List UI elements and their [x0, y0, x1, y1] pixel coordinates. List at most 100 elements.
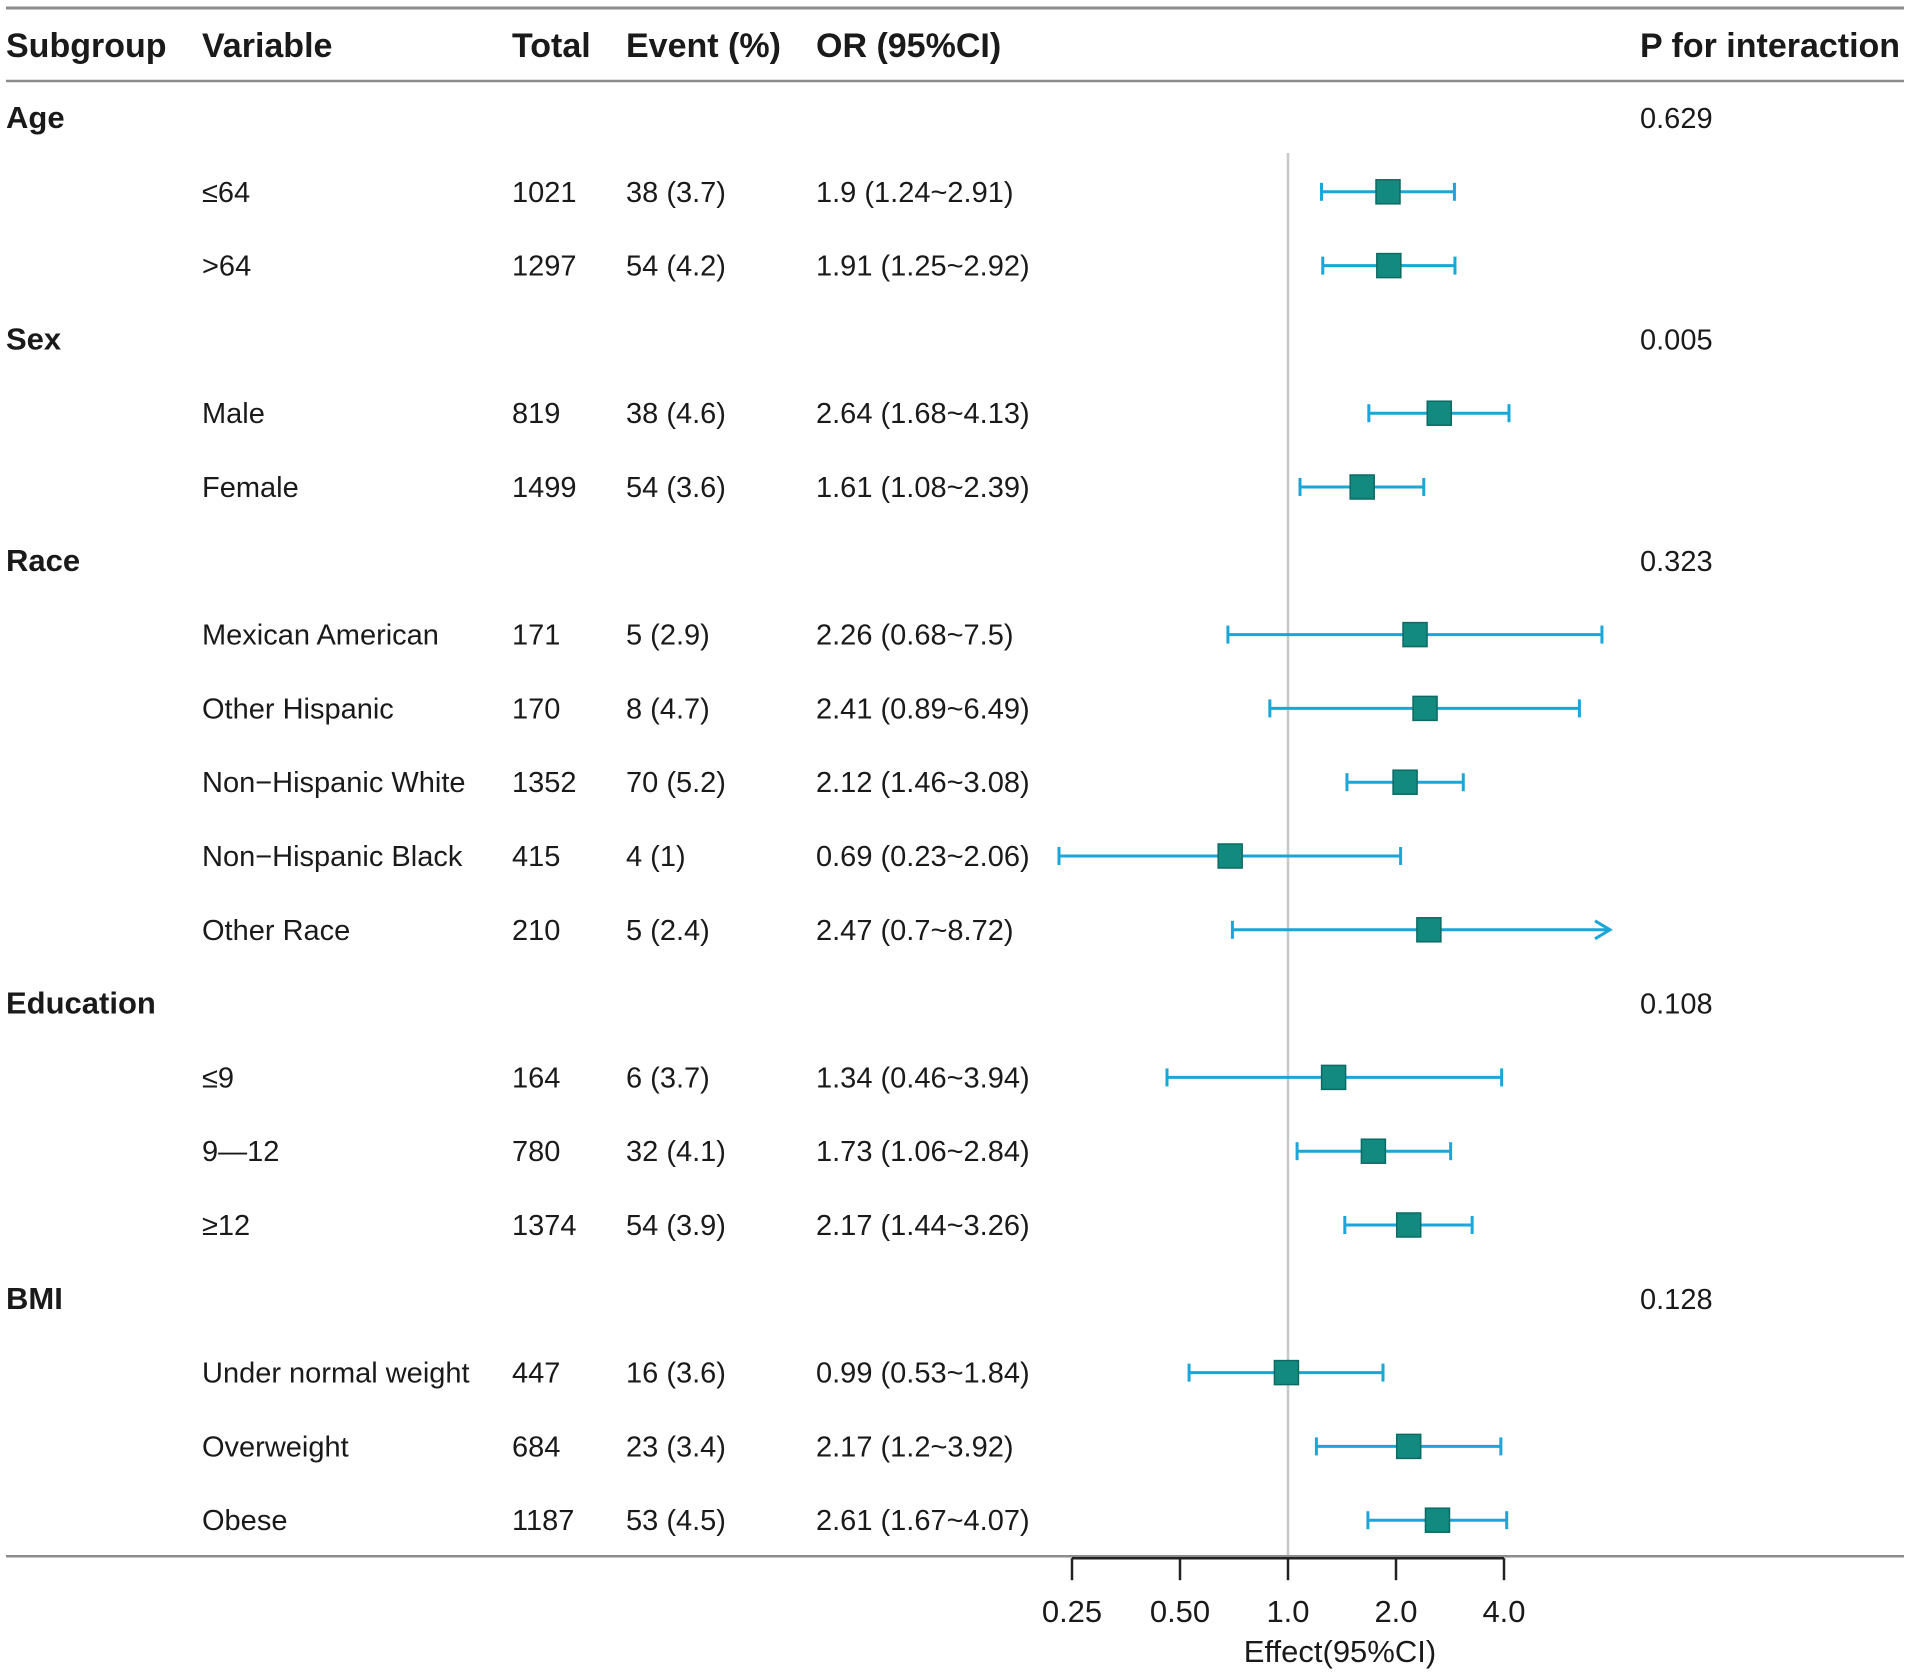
or-ci-value: 0.99 (0.53~1.84): [816, 1358, 1030, 1390]
event-value: 38 (4.6): [626, 398, 726, 430]
or-ci-value: 2.17 (1.44~3.26): [816, 1210, 1030, 1242]
point-estimate: [1416, 917, 1442, 943]
header-subgroup: Subgroup: [6, 27, 167, 65]
header-p-interaction: P for interaction: [1640, 27, 1900, 65]
point-estimate: [1424, 1507, 1451, 1533]
event-value: 16 (3.6): [626, 1358, 726, 1390]
header-or: OR (95%CI): [816, 27, 1001, 65]
group-label: Race: [6, 543, 80, 578]
event-value: 54 (3.6): [626, 472, 726, 504]
total-value: 780: [512, 1136, 560, 1168]
point-estimate: [1412, 695, 1438, 722]
total-value: 415: [512, 841, 560, 873]
or-ci-value: 1.91 (1.25~2.92): [816, 251, 1030, 283]
event-value: 23 (3.4): [626, 1431, 726, 1463]
plot-area: [1057, 153, 1613, 1557]
variable-label: Overweight: [202, 1431, 349, 1463]
x-axis: 0.25 0.50 1.0 2.0 4.0 Effect(95%CI): [6, 1554, 1904, 1669]
group-label: Age: [6, 100, 65, 135]
group-label: Sex: [6, 321, 62, 356]
or-ci-value: 2.17 (1.2~3.92): [816, 1431, 1014, 1463]
event-value: 54 (3.9): [626, 1210, 726, 1242]
point-estimate: [1360, 1138, 1387, 1164]
total-value: 1374: [512, 1210, 577, 1242]
p-interaction-value: 0.128: [1640, 1284, 1713, 1316]
event-value: 38 (3.7): [626, 177, 726, 209]
variable-label: 9—12: [202, 1136, 279, 1168]
event-value: 4 (1): [626, 841, 686, 873]
ci-arrow-right: [1594, 919, 1613, 941]
total-value: 170: [512, 693, 560, 725]
table-rows: Age 0.629 ≤64 1021 38 (3.7) 1.9 (1.24~2.91) >6…: [6, 100, 1713, 1537]
variable-label: Male: [202, 398, 265, 430]
or-ci-value: 2.41 (0.89~6.49): [816, 693, 1030, 725]
point-estimate: [1375, 179, 1401, 205]
event-value: 53 (4.5): [626, 1505, 726, 1537]
or-ci-value: 2.61 (1.67~4.07): [816, 1505, 1030, 1537]
p-interaction-value: 0.108: [1640, 989, 1713, 1021]
or-ci-value: 1.9 (1.24~2.91): [816, 177, 1014, 209]
variable-label: Other Hispanic: [202, 693, 394, 725]
variable-label: Other Race: [202, 915, 350, 947]
total-value: 819: [512, 398, 560, 430]
variable-label: ≤64: [202, 177, 250, 209]
group-label: Education: [6, 986, 156, 1021]
total-value: 1352: [512, 767, 577, 799]
variable-label: Female: [202, 472, 299, 504]
group-label: BMI: [6, 1281, 63, 1316]
or-ci-value: 2.26 (0.68~7.5): [816, 620, 1014, 652]
x-tick-label: 2.0: [1374, 1594, 1417, 1629]
total-value: 1499: [512, 472, 577, 504]
total-value: 447: [512, 1358, 560, 1390]
event-value: 8 (4.7): [626, 693, 710, 725]
variable-label: ≥12: [202, 1210, 250, 1242]
header-event: Event (%): [626, 27, 781, 65]
or-ci-value: 2.12 (1.46~3.08): [816, 767, 1030, 799]
p-interaction-value: 0.629: [1640, 103, 1713, 135]
point-estimate: [1349, 474, 1375, 500]
x-tick-label: 0.50: [1150, 1594, 1210, 1629]
total-value: 1021: [512, 177, 577, 209]
point-estimate: [1395, 1212, 1422, 1238]
variable-label: Non−Hispanic White: [202, 767, 466, 799]
p-interaction-value: 0.005: [1640, 324, 1713, 356]
point-estimate: [1402, 621, 1428, 648]
total-value: 210: [512, 915, 560, 947]
header-total: Total: [512, 27, 591, 65]
event-value: 70 (5.2): [626, 767, 726, 799]
x-tick-label: 1.0: [1266, 1594, 1309, 1629]
point-estimate: [1395, 1433, 1422, 1460]
variable-label: Under normal weight: [202, 1358, 470, 1390]
or-ci-value: 1.73 (1.06~2.84): [816, 1136, 1030, 1168]
variable-label: Mexican American: [202, 620, 439, 652]
event-value: 5 (2.4): [626, 915, 710, 947]
total-value: 1297: [512, 251, 577, 283]
x-tick-label: 4.0: [1482, 1594, 1525, 1629]
header-variable: Variable: [202, 27, 332, 65]
or-ci-value: 0.69 (0.23~2.06): [816, 841, 1030, 873]
event-value: 54 (4.2): [626, 251, 726, 283]
total-value: 1187: [512, 1505, 574, 1537]
total-value: 164: [512, 1062, 560, 1094]
total-value: 171: [512, 620, 560, 652]
variable-label: ≤9: [202, 1062, 234, 1094]
or-ci-value: 2.64 (1.68~4.13): [816, 398, 1030, 430]
x-axis-title: Effect(95%CI): [1244, 1634, 1436, 1669]
p-interaction-value: 0.323: [1640, 546, 1713, 578]
x-tick-label: 0.25: [1042, 1594, 1102, 1629]
variable-label: Obese: [202, 1505, 287, 1537]
or-ci-value: 1.34 (0.46~3.94): [816, 1062, 1030, 1094]
point-estimate: [1376, 252, 1402, 279]
event-value: 5 (2.9): [626, 620, 710, 652]
or-ci-value: 1.61 (1.08~2.39): [816, 472, 1030, 504]
point-estimate: [1392, 769, 1418, 795]
total-value: 684: [512, 1431, 560, 1463]
variable-label: Non−Hispanic Black: [202, 841, 463, 873]
point-estimate: [1426, 400, 1453, 426]
variable-label: >64: [202, 251, 251, 283]
point-estimate: [1320, 1064, 1347, 1091]
point-estimate: [1273, 1359, 1300, 1386]
event-value: 6 (3.7): [626, 1062, 710, 1094]
